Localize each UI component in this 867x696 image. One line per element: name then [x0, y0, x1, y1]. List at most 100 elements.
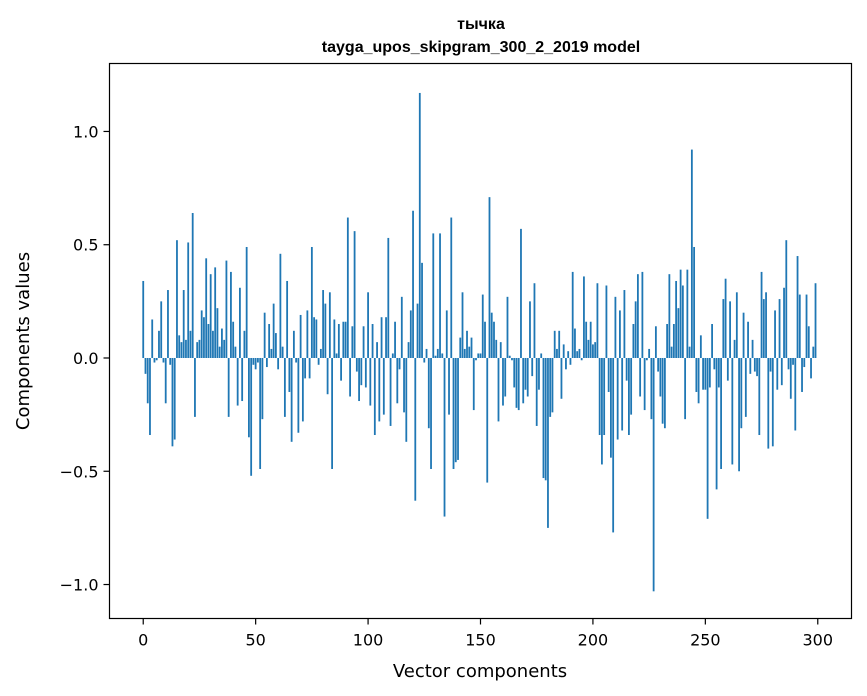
bar-157 [495, 339, 498, 358]
bar-105 [378, 357, 381, 422]
bar-250 [704, 357, 707, 390]
bar-78 [317, 357, 320, 365]
bar-13 [171, 357, 174, 447]
bar-185 [558, 330, 561, 358]
bar-17 [180, 342, 183, 358]
bar-130 [434, 355, 437, 358]
bar-210 [614, 296, 617, 358]
bar-38 [227, 357, 230, 417]
bar-83 [328, 292, 331, 358]
bar-243 [688, 346, 691, 358]
bar-266 [740, 357, 743, 429]
bar-103 [373, 357, 376, 436]
bar-104 [376, 342, 378, 358]
bar-280 [771, 357, 774, 447]
bar-7 [158, 330, 160, 358]
bar-248 [699, 335, 702, 358]
bar-278 [767, 357, 770, 449]
bar-72 [304, 357, 307, 379]
bar-158 [497, 357, 500, 422]
bar-229 [657, 357, 660, 372]
bar-149 [477, 353, 480, 358]
bar-23 [194, 357, 196, 417]
bar-91 [346, 217, 349, 358]
bar-71 [301, 357, 304, 422]
bar-177 [540, 353, 543, 358]
bar-186 [560, 357, 563, 399]
bar-273 [756, 357, 758, 377]
bar-222 [641, 271, 644, 358]
bar-200 [592, 344, 594, 358]
bar-295 [805, 294, 808, 358]
bar-62 [281, 346, 284, 358]
bar-111 [391, 353, 394, 358]
bar-56 [268, 324, 271, 358]
bar-254 [713, 357, 716, 370]
bar-119 [409, 310, 412, 358]
bar-14 [173, 357, 176, 440]
bar-series [142, 92, 817, 592]
bar-132 [439, 233, 441, 358]
bar-76 [313, 317, 316, 358]
bar-150 [479, 353, 482, 358]
x-tick-label: 50 [245, 631, 265, 650]
x-axis-ticks: 0 50 100 150 200 250 300 [138, 618, 833, 650]
bar-253 [711, 324, 713, 358]
bar-293 [801, 357, 803, 392]
bar-49 [252, 357, 255, 365]
bar-217 [630, 357, 633, 415]
bar-165 [513, 357, 516, 388]
bar-204 [601, 357, 603, 465]
x-tick-label: 0 [138, 631, 148, 650]
bar-168 [520, 228, 522, 358]
bar-21 [189, 330, 192, 358]
bar-265 [738, 357, 740, 472]
bar-190 [569, 357, 572, 365]
bar-114 [398, 357, 401, 370]
bar-151 [481, 294, 484, 358]
bar-247 [697, 357, 700, 404]
bar-178 [542, 357, 545, 479]
bar-279 [769, 357, 772, 372]
bar-42 [236, 357, 239, 406]
bar-109 [387, 237, 390, 358]
bar-232 [663, 357, 666, 429]
bar-187 [562, 344, 565, 358]
bar-79 [319, 348, 322, 358]
bar-73 [306, 310, 309, 358]
bar-77 [315, 319, 318, 358]
x-tick-label: 250 [690, 631, 721, 650]
y-tick-label: 0.0 [73, 349, 98, 368]
bar-46 [245, 246, 248, 358]
bar-156 [493, 321, 495, 358]
bar-258 [722, 299, 725, 358]
bar-102 [371, 324, 374, 358]
x-tick-label: 100 [353, 631, 384, 650]
bar-219 [634, 301, 637, 358]
y-tick-label: 1.0 [73, 122, 98, 141]
bar-169 [522, 357, 525, 404]
bar-140 [457, 357, 459, 460]
bar-256 [717, 357, 720, 388]
bar-112 [394, 321, 396, 358]
bar-131 [436, 348, 439, 358]
bar-182 [551, 357, 554, 413]
bar-75 [310, 246, 313, 358]
bar-3 [149, 357, 151, 436]
bar-126 [425, 348, 428, 358]
bar-33 [216, 308, 219, 358]
bar-117 [405, 357, 408, 442]
bar-113 [396, 357, 399, 404]
bar-123 [418, 92, 421, 358]
bar-106 [380, 317, 383, 358]
bar-5 [153, 357, 156, 363]
bar-277 [765, 292, 767, 358]
bar-206 [605, 285, 608, 358]
bar-288 [789, 357, 792, 399]
bar-238 [677, 308, 680, 358]
bar-101 [369, 357, 372, 406]
bar-170 [524, 357, 527, 390]
bar-36 [223, 339, 226, 358]
bar-255 [715, 357, 718, 490]
bar-221 [639, 357, 642, 397]
